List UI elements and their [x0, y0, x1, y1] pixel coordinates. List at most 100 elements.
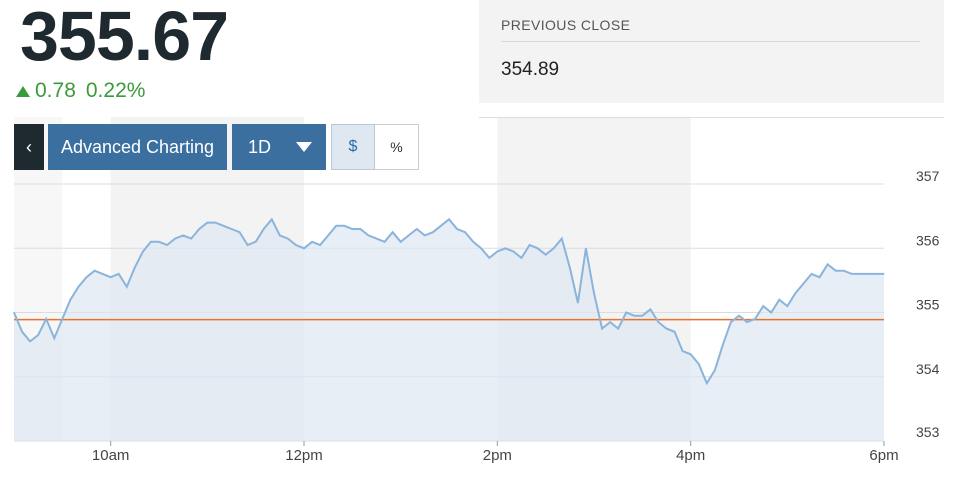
data-point [94, 270, 96, 272]
data-point [802, 283, 805, 285]
previous-close-panel: PREVIOUS CLOSE 354.89 [479, 0, 944, 103]
data-point [142, 250, 144, 253]
data-point [448, 218, 450, 220]
collapse-button[interactable]: ‹ [14, 124, 44, 170]
data-point [851, 273, 853, 275]
data-point [13, 311, 15, 314]
data-point [714, 369, 716, 371]
data-point [859, 273, 861, 275]
data-point [319, 244, 321, 246]
time-range-label: 1D [248, 136, 272, 157]
data-point [392, 231, 394, 233]
data-point [883, 273, 885, 275]
data-point [53, 337, 55, 339]
data-point [770, 311, 772, 314]
data-point [69, 299, 71, 301]
data-point [174, 238, 176, 240]
change-value: 0.78 [35, 79, 76, 102]
data-point [166, 244, 168, 246]
data-point [311, 241, 313, 243]
data-point [327, 234, 329, 236]
advanced-charting-button[interactable]: Advanced Charting [48, 124, 227, 170]
data-point [150, 241, 152, 243]
data-point [247, 244, 249, 246]
data-point [585, 247, 587, 249]
y-tick-label: 354 [916, 361, 940, 377]
data-point [617, 328, 619, 330]
data-point [706, 382, 708, 384]
data-point [424, 234, 426, 236]
chevron-left-icon: ‹ [26, 136, 32, 157]
data-point [810, 273, 813, 275]
data-point [577, 302, 579, 304]
data-point [674, 331, 676, 333]
y-tick-label: 357 [916, 168, 940, 184]
y-tick-label: 355 [916, 297, 940, 313]
data-point [456, 228, 458, 230]
data-point [375, 238, 378, 240]
data-point [118, 273, 120, 275]
data-point [722, 344, 724, 346]
data-point [625, 311, 627, 314]
data-point [464, 231, 466, 233]
data-point [504, 247, 506, 249]
x-tick-label: 6pm [869, 447, 898, 464]
data-point [110, 276, 112, 278]
data-point [287, 238, 289, 240]
data-point [601, 328, 603, 330]
data-point [351, 228, 353, 230]
data-point [440, 225, 442, 227]
data-point [682, 350, 684, 352]
data-point [359, 228, 361, 230]
data-point [408, 234, 410, 236]
data-point [85, 276, 88, 278]
data-point [553, 247, 555, 249]
x-tick-label: 10am [92, 447, 130, 464]
data-point [77, 286, 79, 288]
data-point [819, 276, 821, 278]
data-point [867, 273, 869, 275]
data-point [271, 218, 273, 220]
percent-mode-button[interactable]: % [375, 124, 419, 170]
y-tick-label: 353 [916, 424, 940, 440]
data-point [690, 353, 692, 355]
current-price: 355.67 [20, 0, 229, 75]
data-point [21, 331, 23, 333]
data-point [827, 263, 829, 265]
price-area-fill [14, 219, 884, 441]
data-point [529, 244, 531, 246]
data-point [569, 266, 571, 269]
time-range-dropdown[interactable]: 1D [232, 124, 326, 170]
data-point [496, 250, 498, 253]
y-tick-label: 356 [916, 232, 940, 248]
data-point [593, 292, 595, 294]
data-point [416, 228, 418, 230]
data-point [875, 273, 877, 275]
data-point [537, 247, 539, 249]
data-point [641, 315, 643, 317]
data-point [657, 321, 660, 323]
data-point [214, 222, 216, 224]
divider [501, 41, 920, 42]
data-point [45, 318, 47, 320]
data-point [665, 328, 668, 330]
data-point [303, 247, 305, 249]
dollar-mode-button[interactable]: $ [331, 124, 375, 170]
data-point [754, 318, 756, 320]
data-point [134, 266, 136, 269]
data-point [29, 340, 31, 342]
data-point [239, 231, 241, 233]
data-point [222, 225, 224, 227]
data-point [843, 270, 845, 272]
data-point [182, 234, 184, 236]
data-point [545, 254, 547, 256]
data-point [738, 315, 740, 317]
data-point [746, 321, 748, 323]
data-point [37, 334, 39, 336]
data-point [480, 247, 482, 249]
data-point [561, 238, 563, 240]
data-point [520, 257, 523, 259]
data-point [649, 308, 652, 310]
data-point [190, 238, 192, 240]
